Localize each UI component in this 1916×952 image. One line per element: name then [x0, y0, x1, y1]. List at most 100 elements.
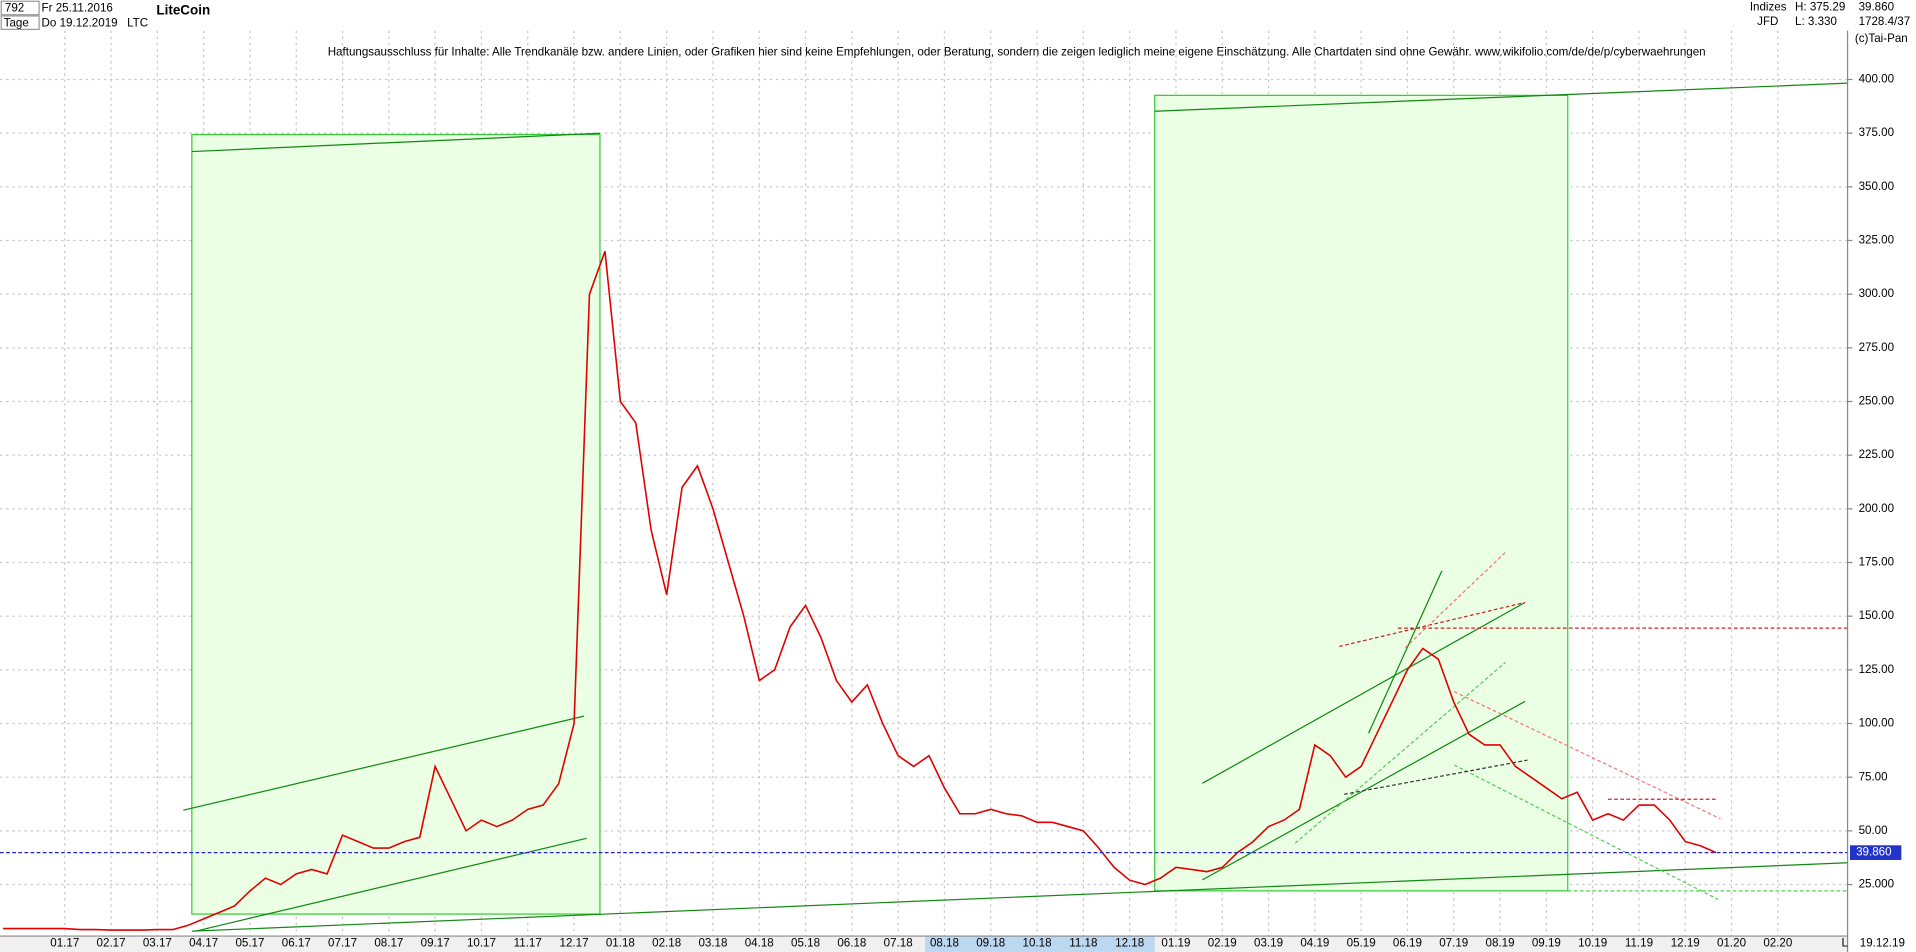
y-tick-label: 175.00: [1859, 556, 1894, 569]
trend-line: [195, 837, 587, 932]
x-tick-label: 07.19: [1439, 936, 1468, 949]
x-tick-label: 01.18: [606, 936, 635, 949]
x-tick-label: 04.18: [745, 936, 774, 949]
x-tick-label: 03.17: [143, 936, 172, 949]
x-tick-label: 04.19: [1300, 936, 1329, 949]
y-axis: 25.000 50.00 75.00 100.00 125.00 150.00 175.00…: [1847, 73, 1902, 891]
x-tick-label: 10.19: [1578, 936, 1607, 949]
symbol: LTC: [127, 16, 148, 29]
y-tick-label: 125.00: [1859, 663, 1894, 676]
x-tick-label: 08.18: [930, 936, 959, 949]
y-tick-label: 50.00: [1859, 824, 1888, 837]
trend-line: [1154, 82, 1848, 112]
x-tick-label: 04.17: [189, 936, 218, 949]
y-tick-label: 300.00: [1859, 287, 1894, 300]
x-tick-label: 05.18: [791, 936, 820, 949]
x-tick-label: 06.18: [837, 936, 866, 949]
trend-line: [1344, 759, 1528, 795]
stat: 1728.4/37: [1859, 15, 1911, 28]
x-tick-label: 12.17: [560, 936, 589, 949]
x-tick-label: 02.18: [652, 936, 681, 949]
y-tick-label: 250.00: [1859, 395, 1894, 408]
y-tick-label: 100.00: [1859, 717, 1894, 730]
y-tick-label: 275.00: [1859, 341, 1894, 354]
y-tick-label: 325.00: [1859, 234, 1894, 247]
trend-line: [1339, 601, 1526, 648]
y-tick-label: 150.00: [1859, 609, 1894, 622]
y-tick-label: 200.00: [1859, 502, 1894, 515]
count-box[interactable]: [0, 0, 40, 16]
trend-line: [1202, 601, 1526, 784]
count: 792: [5, 2, 24, 15]
x-axis: 01.17 02.17 03.17 04.17 05.17 06.17 07.17 08.17…: [50, 936, 1792, 949]
x-tick-label: 09.18: [976, 936, 1005, 949]
y-tick-label: 350.00: [1859, 180, 1894, 193]
y-tick-label: 75.00: [1859, 770, 1888, 783]
x-tick-label: 05.17: [235, 936, 264, 949]
green-box: [191, 133, 601, 915]
x-tick-label: 05.19: [1347, 936, 1376, 949]
drawings: [183, 82, 1848, 932]
x-tick-label: 01.19: [1161, 936, 1190, 949]
price-line: [3, 251, 1717, 931]
trend-line: [1294, 661, 1506, 844]
x-tick-label: 09.19: [1532, 936, 1561, 949]
x-tick-label: 11.18: [1069, 936, 1097, 949]
x-tick-label: 06.19: [1393, 936, 1422, 949]
x-tick-label: 11.17: [514, 936, 542, 949]
x-axis-strip: [0, 936, 1848, 952]
x-axis-highlight: [925, 936, 1155, 952]
x-tick-label: 01.17: [50, 936, 79, 949]
x-tick-label: 09.17: [421, 936, 450, 949]
end-date: Do 19.12.2019: [42, 16, 118, 29]
last-price-box: [1850, 845, 1902, 860]
x-tick-label: 12.19: [1671, 936, 1700, 949]
x-tick-label: 10.17: [467, 936, 496, 949]
disclaimer: Haftungsausschluss für Inhalte: Alle Tre…: [328, 46, 1706, 59]
group: Indizes: [1750, 0, 1787, 13]
scale-mode: L: [1841, 936, 1848, 949]
x-tick-label: 02.20: [1763, 936, 1792, 949]
plot: [0, 251, 1848, 931]
trend-line: [1368, 570, 1443, 734]
x-tick-label: 02.17: [97, 936, 126, 949]
y-tick-label: 25.000: [1859, 878, 1894, 891]
x-tick-label: 07.18: [884, 936, 913, 949]
x-tick-label: 03.18: [698, 936, 727, 949]
x-tick-label: 11.19: [1625, 936, 1653, 949]
period-box[interactable]: [0, 15, 40, 30]
y-tick-label: 225.00: [1859, 448, 1894, 461]
copyright: (c)Tai-Pan: [1855, 32, 1908, 45]
x-tick-label: 12.18: [1115, 936, 1144, 949]
x-tick-label: 03.19: [1254, 936, 1283, 949]
y-tick-label: 400.00: [1859, 73, 1894, 86]
y-tick-label: 375.00: [1859, 126, 1894, 139]
trend-line: [183, 715, 585, 811]
x-tick-label: 10.18: [1023, 936, 1052, 949]
trend-line: [1453, 764, 1719, 900]
start-date: Fr 25.11.2016: [42, 2, 113, 15]
x-tick-label: 07.17: [328, 936, 357, 949]
instrument-name: LiteCoin: [156, 3, 210, 18]
trend-line: [1404, 551, 1506, 649]
x-tick-label: 02.19: [1208, 936, 1237, 949]
trend-line: [191, 132, 600, 153]
x-tick-label: 01.20: [1717, 936, 1746, 949]
header-bg: [0, 0, 1916, 31]
x-tick-label: 08.17: [374, 936, 403, 949]
high: H: 375.29: [1795, 0, 1845, 13]
green-box: [1154, 94, 1569, 892]
source: JFD: [1757, 15, 1778, 28]
period: Tage: [4, 16, 29, 29]
footer-date: 19.12.19: [1860, 936, 1905, 949]
low: L: 3.330: [1795, 15, 1837, 28]
trend-line: [191, 862, 1848, 932]
last: 39.860: [1859, 0, 1894, 13]
x-tick-label: 08.19: [1486, 936, 1515, 949]
last-price-label: 39.860: [1856, 846, 1891, 859]
trend-line: [1453, 691, 1721, 820]
x-tick-label: 06.17: [282, 936, 311, 949]
